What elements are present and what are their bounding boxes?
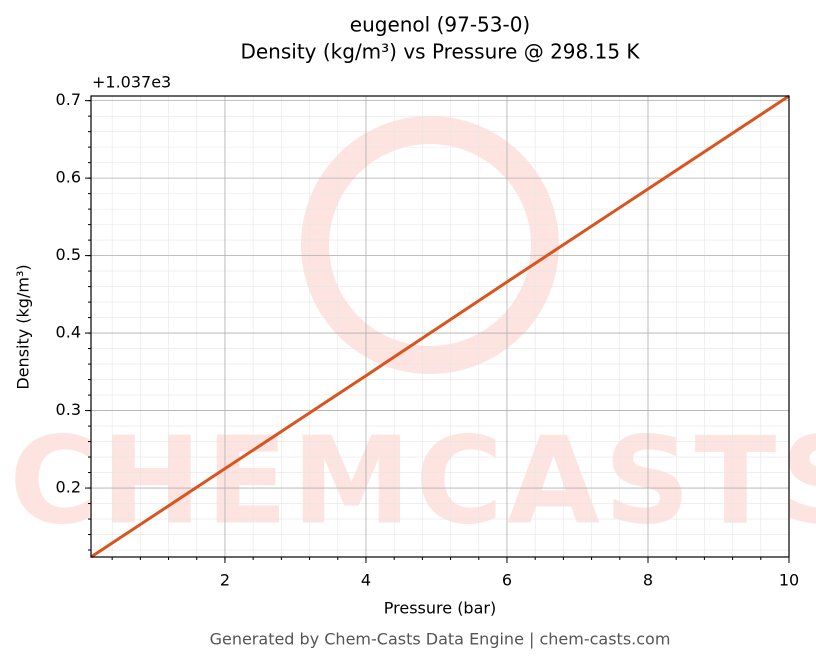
- y-axis-label: Density (kg/m³): [14, 264, 33, 389]
- y-tick-label: 0.5: [56, 245, 81, 264]
- watermark-ring: [301, 116, 559, 374]
- y-tick-label: 0.2: [56, 478, 81, 497]
- y-tick-label: 0.4: [56, 323, 81, 342]
- x-axis-label: Pressure (bar): [384, 599, 496, 618]
- watermark: CHEMCASTS: [9, 413, 816, 552]
- x-tick-label: 2: [220, 571, 230, 590]
- x-tick-label: 4: [361, 571, 371, 590]
- x-tick-label: 8: [643, 571, 653, 590]
- x-tick-label: 6: [502, 571, 512, 590]
- y-tick-label: 0.6: [56, 168, 81, 187]
- plot-frame: [90, 95, 790, 558]
- y-tick-label: 0.7: [56, 90, 81, 109]
- y-tick-label: 0.3: [56, 400, 81, 419]
- chart-title: eugenol (97-53-0): [350, 13, 530, 37]
- chart-subtitle: Density (kg/m³) vs Pressure @ 298.15 K: [240, 40, 640, 64]
- footer: Generated by Chem-Casts Data Engine | ch…: [210, 630, 671, 649]
- x-tick-label: 10: [779, 571, 799, 590]
- offset-text: +1.037e3: [92, 73, 171, 92]
- data-line: [90, 94, 790, 559]
